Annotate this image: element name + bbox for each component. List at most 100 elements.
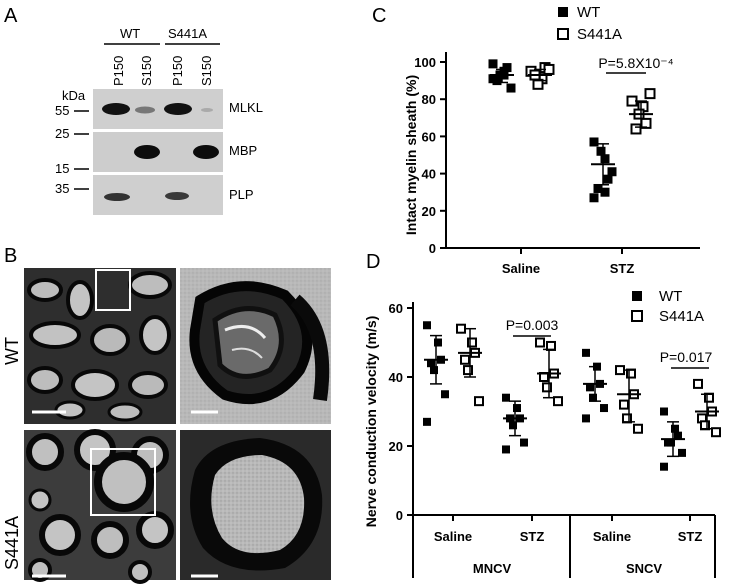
data-point-wt bbox=[660, 462, 668, 471]
y-tick-label: 0 bbox=[429, 241, 436, 256]
data-point-wt bbox=[427, 359, 435, 368]
data-point-wt bbox=[589, 193, 599, 203]
micrograph-wt-overview bbox=[24, 268, 176, 424]
panel-c-letter: C bbox=[372, 5, 386, 27]
panel-d-letter: D bbox=[366, 251, 380, 273]
data-point-wt bbox=[589, 137, 599, 147]
data-point-wt bbox=[513, 404, 521, 413]
lane-label: S150 bbox=[199, 56, 214, 86]
data-point-s441a bbox=[542, 382, 552, 393]
data-point-wt bbox=[502, 63, 512, 73]
kda-label: kDa bbox=[62, 88, 86, 103]
data-point-wt bbox=[488, 59, 498, 69]
data-point-wt bbox=[593, 183, 603, 193]
data-point-wt bbox=[520, 438, 528, 447]
data-point-wt bbox=[671, 424, 679, 433]
data-point-s441a bbox=[553, 396, 563, 407]
panel-d-chart: D 0 20 40 60 Nerve conduction velocity (m/s)… bbox=[363, 251, 721, 578]
y-tick-label: 80 bbox=[422, 92, 436, 107]
band bbox=[201, 108, 213, 112]
data-point-wt bbox=[502, 393, 510, 402]
band bbox=[193, 145, 219, 159]
p-value-label: P=0.003 bbox=[506, 317, 559, 333]
blot-group-wt: WT bbox=[120, 26, 140, 41]
data-point-s441a bbox=[463, 365, 473, 376]
blot-group-s441a: S441A bbox=[168, 26, 207, 41]
p-value-label: P=5.8X10⁻⁴ bbox=[598, 55, 673, 71]
data-point-s441a bbox=[693, 378, 703, 389]
data-point-wt bbox=[582, 414, 590, 423]
x-tick-label: Saline bbox=[502, 261, 540, 276]
lane-label: P150 bbox=[170, 56, 185, 86]
data-point-s441a bbox=[633, 423, 643, 434]
data-point-wt bbox=[586, 383, 594, 392]
panel-b-letter: B bbox=[4, 245, 17, 267]
data-point-s441a bbox=[630, 123, 642, 135]
data-point-s441a bbox=[532, 78, 544, 90]
data-point-wt bbox=[434, 338, 442, 347]
data-point-s441a bbox=[474, 396, 484, 407]
y-axis-label: Intact myelin sheath (%) bbox=[403, 75, 419, 235]
marker-label: 55 bbox=[55, 103, 69, 118]
data-point-wt bbox=[582, 348, 590, 357]
legend-label-wt: WT bbox=[659, 288, 682, 305]
x-tick-label: Saline bbox=[434, 529, 472, 544]
p-value-label: P=0.017 bbox=[660, 349, 713, 365]
data-point-s441a bbox=[460, 354, 470, 365]
y-axis-label: Nerve conduction velocity (m/s) bbox=[363, 316, 379, 528]
data-point-wt bbox=[589, 393, 597, 402]
data-point-wt bbox=[423, 417, 431, 426]
data-point-wt bbox=[600, 404, 608, 413]
band bbox=[135, 106, 155, 114]
data-point-s441a bbox=[557, 28, 569, 40]
data-point-wt bbox=[596, 146, 606, 156]
legend-label-s441a: S441A bbox=[659, 308, 704, 325]
data-point-wt bbox=[441, 390, 449, 399]
group-label: MNCV bbox=[473, 561, 512, 576]
x-tick-label: STZ bbox=[610, 261, 635, 276]
x-tick-label: Saline bbox=[593, 529, 631, 544]
panel-a-letter: A bbox=[4, 5, 18, 27]
data-point-s441a bbox=[631, 310, 643, 322]
band bbox=[104, 193, 130, 201]
panel-c-chart: C 0 20 40 60 80 100 Intact myelin sheath (%) Sa… bbox=[372, 4, 700, 276]
y-tick-label: 40 bbox=[422, 167, 436, 182]
marker-label: 25 bbox=[55, 126, 69, 141]
data-point-s441a bbox=[456, 323, 466, 334]
data-point-wt bbox=[667, 438, 675, 447]
panel-a: A WT S441A P150 S150 P150 S150 kDa 55 25… bbox=[4, 5, 263, 215]
micrograph-s441a-zoom bbox=[180, 430, 331, 580]
data-point-wt bbox=[678, 448, 686, 457]
band-label-mbp: MBP bbox=[229, 143, 257, 158]
data-point-wt bbox=[600, 154, 610, 164]
data-point-wt bbox=[632, 291, 642, 301]
micro-row-label-s441a: S441A bbox=[2, 516, 22, 570]
marker-label: 35 bbox=[55, 181, 69, 196]
y-tick-label: 0 bbox=[396, 508, 403, 523]
y-tick-label: 60 bbox=[422, 129, 436, 144]
lane-label: S150 bbox=[139, 56, 154, 86]
data-point-wt bbox=[502, 445, 510, 454]
data-point-s441a bbox=[615, 365, 625, 376]
data-point-wt bbox=[430, 366, 438, 375]
x-tick-label: STZ bbox=[520, 529, 545, 544]
band bbox=[134, 145, 160, 159]
y-tick-label: 20 bbox=[422, 204, 436, 219]
band-label-plp: PLP bbox=[229, 187, 254, 202]
legend-label-wt: WT bbox=[577, 4, 600, 21]
band bbox=[164, 103, 192, 115]
data-point-wt bbox=[492, 76, 502, 86]
band bbox=[165, 192, 189, 200]
data-point-wt bbox=[607, 167, 617, 177]
micrograph-s441a-overview bbox=[24, 429, 176, 584]
y-tick-label: 100 bbox=[414, 55, 436, 70]
y-tick-label: 40 bbox=[389, 370, 403, 385]
legend-label-s441a: S441A bbox=[577, 26, 622, 43]
micrograph-wt-zoom bbox=[180, 268, 331, 424]
data-point-s441a bbox=[467, 337, 477, 348]
data-point-wt bbox=[674, 431, 682, 440]
band bbox=[102, 103, 130, 115]
lane-label: P150 bbox=[111, 56, 126, 86]
data-point-wt bbox=[423, 321, 431, 330]
data-point-wt bbox=[509, 421, 517, 430]
